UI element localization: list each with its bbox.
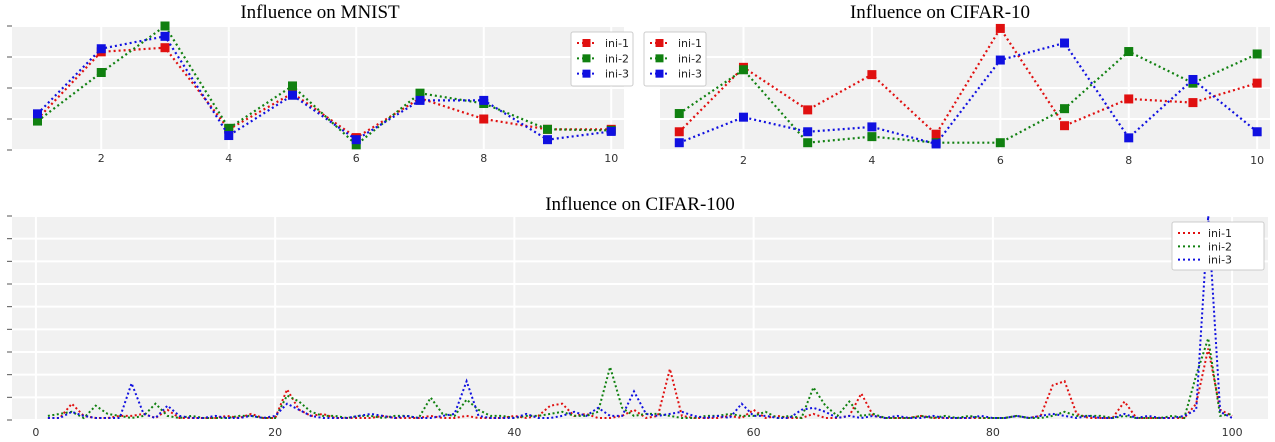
legend-label-ini-1: ini-1 [605, 37, 629, 50]
x-tick-label: 10 [604, 152, 618, 165]
legend-marker-ini-1 [582, 39, 591, 47]
data-point-ini-3 [543, 135, 552, 145]
x-tick-label: 40 [507, 426, 521, 439]
legend-marker-ini-2 [582, 54, 591, 63]
legend-marker-ini-2 [655, 54, 664, 63]
series-line-ini-1 [678, 26, 1258, 136]
data-point-ini-2 [160, 21, 170, 31]
x-tick-label: 6 [997, 154, 1004, 167]
data-point-ini-2 [803, 138, 813, 148]
x-tick-label: 8 [1125, 154, 1132, 167]
data-point-ini-2 [415, 88, 425, 98]
legend-label-ini-3: ini-3 [1208, 254, 1232, 267]
series-line-ini-2 [47, 338, 1233, 420]
legend-label-ini-2: ini-2 [1208, 240, 1232, 253]
data-point-ini-3 [867, 122, 877, 132]
data-point-ini-2 [351, 140, 361, 150]
data-point-ini-3 [1124, 133, 1134, 143]
legend-label-ini-2: ini-2 [605, 52, 629, 65]
data-point-ini-2 [96, 68, 106, 77]
chart-cifar10: Influence on CIFAR-10 2 4 6 8 10 ini-1 ini-2 in… [640, 0, 1275, 175]
legend-marker-ini-1 [655, 39, 664, 47]
data-point-ini-2 [674, 109, 684, 119]
data-point-ini-3 [803, 127, 813, 137]
data-point-ini-3 [1188, 74, 1198, 84]
data-point-ini-1 [1060, 121, 1070, 131]
chart-title-cifar100: Influence on CIFAR-100 [545, 194, 735, 215]
data-point-ini-1 [160, 43, 170, 53]
data-point-ini-1 [1124, 94, 1134, 104]
x-tick-label: 100 [1222, 426, 1243, 439]
plot-background [12, 216, 1268, 420]
x-tick-label: 80 [986, 426, 1000, 439]
data-point-ini-3 [479, 95, 489, 105]
legend-label-ini-3: ini-3 [605, 68, 629, 81]
data-point-ini-3 [33, 109, 42, 119]
plot-cifar10: 2 4 6 8 10 ini-1 ini-2 ini-3 [643, 23, 1270, 167]
data-point-ini-1 [479, 114, 489, 124]
legend-marker-ini-3 [655, 69, 664, 78]
data-point-ini-2 [224, 123, 234, 133]
data-point-ini-3 [674, 138, 684, 148]
data-point-ini-3 [606, 126, 616, 136]
data-point-ini-2 [867, 132, 877, 142]
data-point-ini-1 [1252, 78, 1262, 88]
data-point-ini-3 [931, 139, 941, 149]
data-point-ini-1 [674, 127, 684, 137]
x-tick-label: 20 [268, 426, 282, 439]
data-point-ini-1 [803, 105, 813, 115]
chart-title-cifar10: Influence on CIFAR-10 [849, 2, 1031, 23]
data-point-ini-2 [543, 124, 552, 134]
data-point-ini-2 [995, 138, 1005, 148]
data-point-ini-3 [995, 55, 1005, 65]
data-point-ini-2 [1252, 49, 1262, 59]
legend-marker-ini-3 [582, 69, 591, 78]
data-point-ini-1 [867, 70, 877, 80]
series-line-ini-3 [678, 41, 1258, 146]
x-tick-label: 10 [1250, 154, 1264, 167]
series-line-ini-1 [36, 46, 612, 139]
x-tick-label: 6 [353, 152, 360, 165]
data-point-ini-3 [96, 44, 106, 54]
legend-label-ini-1: ini-1 [1208, 227, 1232, 240]
chart-title-mnist: Influence on MNIST [240, 2, 400, 23]
data-point-ini-3 [1060, 38, 1070, 48]
x-tick-label: 2 [740, 154, 747, 167]
x-tick-label: 4 [868, 154, 875, 167]
x-tick-label: 2 [98, 152, 105, 165]
series-line-ini-1 [47, 348, 1233, 420]
data-point-ini-3 [351, 135, 361, 145]
legend-label-ini-2: ini-2 [678, 52, 702, 65]
series-line-ini-3 [47, 215, 1233, 420]
data-point-ini-1 [995, 23, 1005, 33]
data-point-ini-3 [738, 112, 748, 122]
series-line-ini-2 [678, 50, 1258, 144]
data-point-ini-2 [1124, 47, 1134, 57]
x-tick-label: 60 [747, 426, 761, 439]
data-point-ini-1 [1188, 98, 1198, 108]
legend-label-ini-1: ini-1 [678, 37, 702, 50]
x-tick-label: 0 [32, 426, 39, 439]
data-point-ini-1 [931, 129, 941, 139]
data-point-ini-2 [33, 116, 42, 126]
x-tick-label: 4 [225, 152, 232, 165]
plot-mnist: 2 4 6 8 10 ini-1 ini-2 ini-3 [7, 21, 634, 165]
data-point-ini-3 [288, 90, 297, 100]
data-point-ini-3 [224, 131, 234, 141]
data-point-ini-3 [415, 95, 425, 105]
data-point-ini-3 [1252, 127, 1262, 137]
chart-cifar100: Influence on CIFAR-100 0 20 40 60 80 100 ini-1… [0, 188, 1275, 442]
data-point-ini-3 [160, 31, 170, 41]
data-point-ini-2 [738, 65, 748, 75]
x-tick-label: 8 [480, 152, 487, 165]
data-point-ini-2 [288, 81, 297, 91]
legend-label-ini-3: ini-3 [678, 68, 702, 81]
data-point-ini-2 [1060, 104, 1070, 114]
chart-mnist: Influence on MNIST 2 4 6 8 10 ini-1 ini-2 ini-3 [0, 0, 640, 175]
